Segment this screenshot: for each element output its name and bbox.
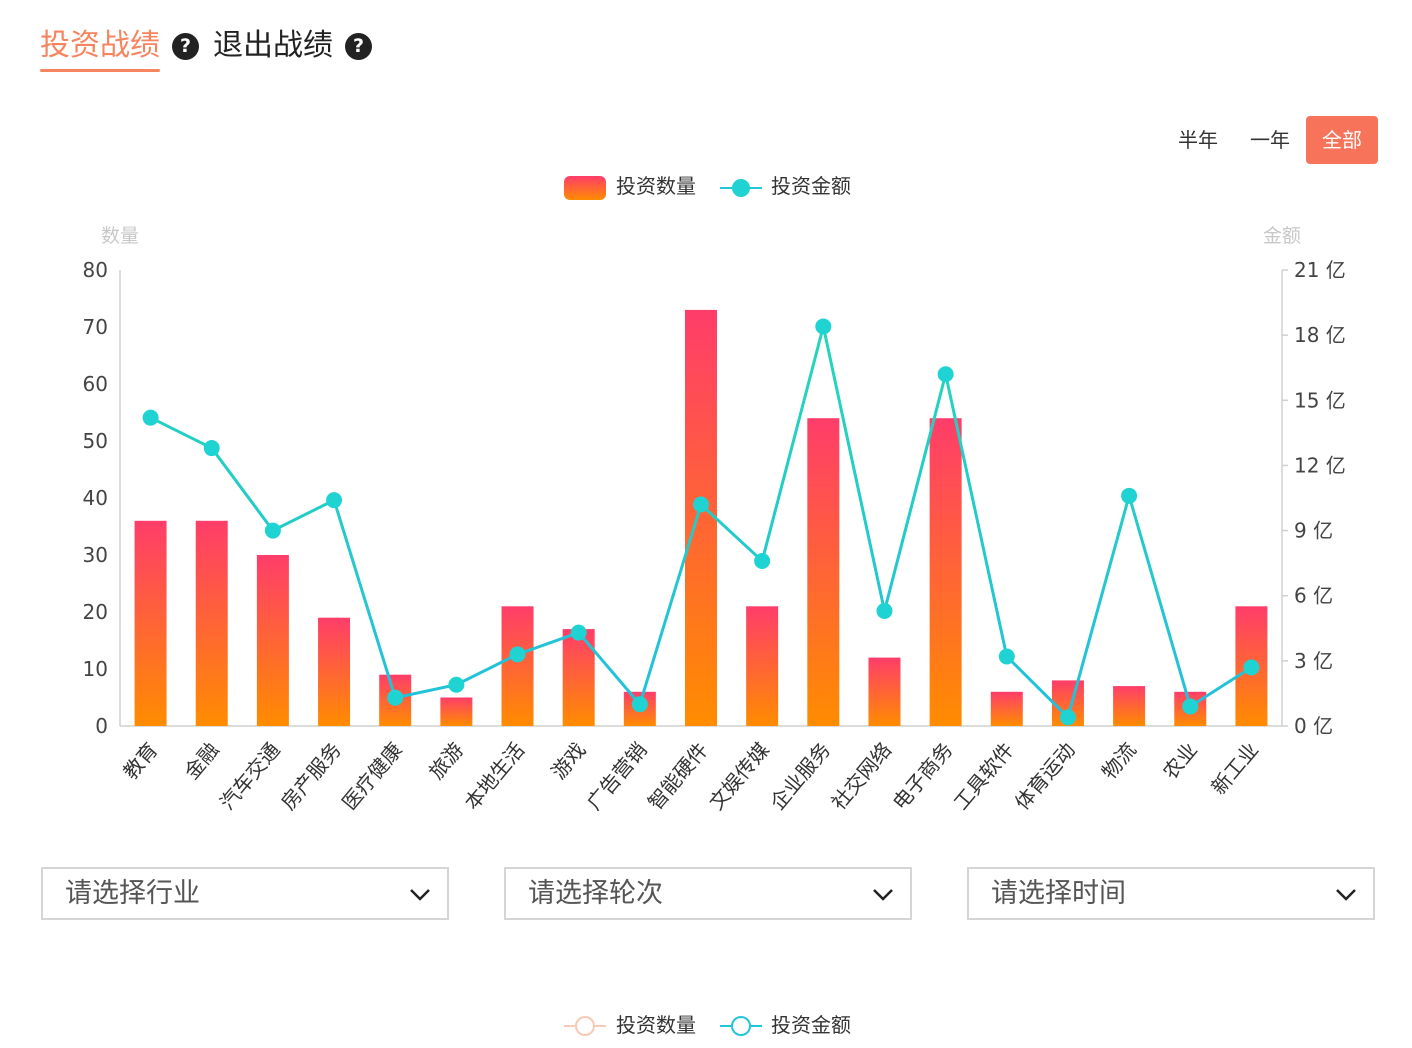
chevron-down-icon [1336, 889, 1356, 901]
chevron-down-icon [410, 889, 430, 901]
left-tick-label: 40 [83, 486, 108, 510]
amount-point [387, 689, 404, 706]
right-tick-label: 0 亿 [1294, 714, 1333, 738]
legend-bar-swatch [564, 176, 606, 200]
right-tick-label: 15 亿 [1294, 388, 1346, 412]
amount-point [509, 646, 526, 663]
time-select[interactable]: 请选择时间 [967, 867, 1375, 920]
round-select-placeholder: 请选择轮次 [528, 878, 663, 909]
x-tick-label: 广告营销 [582, 738, 652, 815]
amount-point [631, 696, 648, 713]
period-half-year-button[interactable]: 半年 [1178, 128, 1218, 152]
period-selector: 半年 一年 全部 [1162, 116, 1378, 164]
left-tick-label: 10 [83, 657, 108, 681]
chevron-down-icon [873, 889, 893, 901]
amount-point [937, 366, 954, 383]
right-tick-label: 3 亿 [1294, 649, 1333, 673]
legend-amount-label: 投资金额 [771, 174, 851, 198]
x-tick-label: 智能硬件 [643, 738, 713, 815]
amount-point [1059, 709, 1076, 726]
amount-point [693, 496, 709, 513]
x-tick-label: 本地生活 [460, 738, 530, 815]
period-one-year-button[interactable]: 一年 [1250, 128, 1290, 152]
question-circle-icon[interactable]: ? [345, 32, 372, 60]
bar [440, 697, 473, 726]
bottom-legend-amount-label: 投资金额 [771, 1013, 851, 1037]
bar [318, 617, 351, 726]
period-all-button[interactable]: 全部 [1306, 116, 1378, 164]
amount-point [754, 552, 771, 569]
left-tick-label: 20 [83, 600, 108, 624]
amount-point [203, 440, 220, 457]
x-tick-label: 汽车交通 [215, 738, 285, 815]
left-tick-label: 0 [95, 714, 108, 738]
right-tick-label: 6 亿 [1294, 584, 1333, 608]
right-tick-label: 12 亿 [1294, 453, 1346, 477]
left-tick-label: 30 [83, 543, 108, 567]
x-tick-label: 工具软件 [949, 738, 1019, 815]
bottom-legend-count-marker [575, 1016, 595, 1036]
bar [501, 606, 534, 726]
amount-point [570, 624, 587, 641]
bar [929, 418, 962, 726]
x-tick-label: 物流 [1097, 738, 1141, 784]
x-tick-label: 新工业 [1206, 738, 1263, 799]
time-select-placeholder: 请选择时间 [991, 878, 1126, 909]
bar [1113, 686, 1146, 726]
bar [746, 606, 779, 726]
x-tick-label: 医疗健康 [337, 738, 407, 815]
x-tick-label: 金融 [179, 738, 223, 784]
bar [868, 657, 901, 726]
question-circle-icon[interactable]: ? [172, 32, 199, 60]
amount-point [815, 318, 832, 335]
tab-exit-record[interactable]: 退出战绩 [213, 28, 333, 63]
amount-point [998, 648, 1015, 665]
x-tick-label: 电子商务 [888, 738, 958, 815]
bar [685, 309, 717, 726]
x-tick-label: 房产服务 [276, 738, 346, 815]
amount-point [1121, 487, 1138, 504]
bar [195, 520, 228, 726]
right-axis-title: 金额 [1263, 225, 1301, 247]
bar [807, 418, 840, 726]
tab-investment-record[interactable]: 投资战绩 [40, 22, 160, 72]
amount-point [326, 492, 343, 509]
round-select[interactable]: 请选择轮次 [504, 867, 912, 920]
x-tick-label: 文娱传媒 [704, 738, 774, 815]
x-tick-label: 企业服务 [765, 738, 835, 815]
left-axis-title: 数量 [101, 225, 139, 247]
x-tick-label: 体育运动 [1010, 738, 1080, 815]
legend-line-marker [732, 179, 750, 197]
left-tick-label: 80 [83, 258, 108, 282]
bottom-legend-amount-marker [731, 1016, 751, 1036]
x-tick-label: 农业 [1158, 738, 1202, 784]
tab-bar: 投资战绩 ? 退出战绩 ? [40, 22, 386, 72]
bottom-legend-count-label: 投资数量 [616, 1013, 696, 1037]
amount-point [448, 676, 465, 693]
right-tick-label: 18 亿 [1294, 323, 1346, 347]
x-tick-label: 教育 [118, 738, 162, 784]
right-tick-label: 9 亿 [1294, 519, 1333, 543]
bar [256, 555, 289, 726]
left-tick-label: 50 [83, 429, 108, 453]
amount-point [1243, 659, 1260, 676]
amount-point [264, 522, 281, 539]
left-tick-label: 70 [83, 315, 108, 339]
x-tick-label: 社交网络 [826, 738, 896, 815]
industry-select-placeholder: 请选择行业 [65, 878, 200, 909]
amount-point [142, 409, 159, 426]
bar [990, 691, 1023, 726]
x-tick-label: 游戏 [546, 738, 590, 784]
legend-count-label: 投资数量 [616, 174, 696, 198]
amount-point [1182, 698, 1199, 715]
right-tick-label: 21 亿 [1294, 258, 1346, 282]
bar [134, 520, 167, 726]
amount-point [876, 602, 893, 619]
x-tick-label: 旅游 [424, 738, 468, 784]
industry-select[interactable]: 请选择行业 [41, 867, 449, 920]
left-tick-label: 60 [83, 372, 108, 396]
